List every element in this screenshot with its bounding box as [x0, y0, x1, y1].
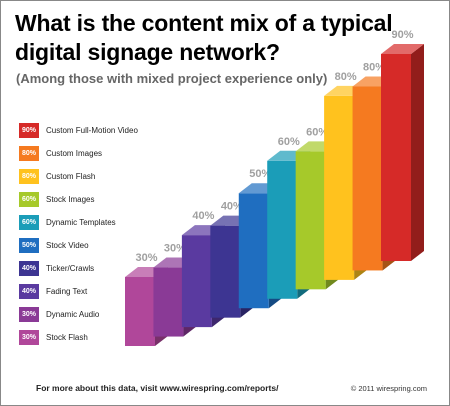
- legend-label: Fading Text: [46, 287, 88, 296]
- bar-front: [381, 54, 411, 261]
- bar-front: [153, 267, 184, 337]
- legend-label: Dynamic Audio: [46, 310, 100, 319]
- bar-value-label: 30%: [164, 243, 186, 255]
- legend-item: 60% Stock Images: [19, 188, 209, 211]
- bar-front: [352, 86, 383, 271]
- bar-value-label: 40%: [221, 201, 243, 213]
- bar-value-label: 30%: [135, 252, 157, 264]
- bar-value-label: 60%: [306, 126, 328, 138]
- bar-value-label: 90%: [391, 29, 413, 41]
- bar-front: [210, 225, 241, 318]
- bar-value-label: 80%: [363, 61, 385, 73]
- legend-label: Ticker/Crawls: [46, 264, 95, 273]
- legend-label: Stock Images: [46, 195, 95, 204]
- chart-title: What is the content mix of a typical dig…: [15, 10, 393, 65]
- bar-value-label: 40%: [192, 210, 214, 222]
- bar-top: [381, 44, 424, 54]
- legend-label: Stock Flash: [46, 333, 88, 342]
- bar-value-label: 50%: [249, 168, 271, 180]
- legend-swatch: 30%: [19, 307, 39, 322]
- legend-label: Dynamic Templates: [46, 218, 116, 227]
- legend-item: 90% Custom Full-Motion Video: [19, 119, 209, 142]
- bar-side: [411, 44, 424, 261]
- legend-swatch: 60%: [19, 215, 39, 230]
- bar-front: [295, 151, 326, 290]
- bar-front: [181, 235, 212, 328]
- legend-swatch: 80%: [19, 146, 39, 161]
- legend-label: Stock Video: [46, 241, 89, 250]
- legend-swatch: 80%: [19, 169, 39, 184]
- bar-value-label: 60%: [278, 136, 300, 148]
- legend-swatch: 90%: [19, 123, 39, 138]
- bar: [381, 44, 424, 261]
- legend-swatch: 40%: [19, 261, 39, 276]
- copyright-text: © 2011 wirespring.com: [350, 384, 427, 393]
- legend-item: 80% Custom Flash: [19, 165, 209, 188]
- legend-item: 40% Ticker/Crawls: [19, 257, 209, 280]
- legend-swatch: 60%: [19, 192, 39, 207]
- chart-subtitle: (Among those with mixed project experien…: [16, 71, 328, 86]
- legend-item: 50% Stock Video: [19, 234, 209, 257]
- legend-item: 30% Dynamic Audio: [19, 303, 209, 326]
- legend-label: Custom Flash: [46, 172, 96, 181]
- bar-value-label: 80%: [335, 71, 357, 83]
- legend-item: 40% Fading Text: [19, 280, 209, 303]
- legend-item: 30% Stock Flash: [19, 326, 209, 349]
- legend-label: Custom Images: [46, 149, 103, 158]
- bar-front: [125, 277, 155, 346]
- bar-front: [267, 160, 298, 299]
- legend: 90% Custom Full-Motion Video 80% Custom Ima…: [19, 119, 209, 349]
- bar-front: [238, 193, 269, 309]
- bar-front: [324, 95, 355, 280]
- legend-item: 60% Dynamic Templates: [19, 211, 209, 234]
- legend-swatch: 40%: [19, 284, 39, 299]
- footer-text: For more about this data, visit www.wire…: [36, 383, 279, 393]
- legend-swatch: 30%: [19, 330, 39, 345]
- legend-swatch: 50%: [19, 238, 39, 253]
- legend-item: 80% Custom Images: [19, 142, 209, 165]
- legend-label: Custom Full-Motion Video: [46, 126, 138, 135]
